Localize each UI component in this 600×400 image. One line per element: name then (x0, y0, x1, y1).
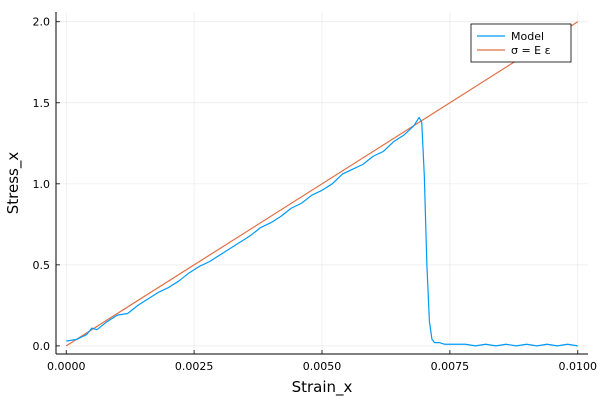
x-tick-label: 0.0050 (303, 360, 342, 373)
x-tick-label: 0.0100 (559, 360, 598, 373)
y-axis-title: Stress_x (4, 152, 23, 215)
y-tick-label: 0.0 (33, 340, 51, 353)
y-tick-label: 1.5 (33, 97, 51, 110)
series-layer (65, 21, 579, 347)
y-tick-label: 0.5 (33, 259, 51, 272)
x-tick-label: 0.0075 (431, 360, 470, 373)
x-tick-label: 0.0000 (47, 360, 86, 373)
legend-label: σ = E ε (511, 44, 551, 57)
x-axis-title: Strain_x (292, 378, 353, 397)
series-line-linear-fit (65, 21, 579, 347)
axes: 0.0000 0.0025 0.0050 0.0075 0.0100 0.0 0.5 1.0 1… (33, 12, 598, 373)
y-tick-label: 1.0 (33, 178, 51, 191)
legend-label: Model (511, 30, 544, 43)
x-tick-label: 0.0025 (175, 360, 214, 373)
legend-box (470, 23, 572, 63)
series-line-model (66, 116, 578, 347)
y-tick-label: 2.0 (33, 16, 51, 29)
grid (56, 12, 588, 354)
